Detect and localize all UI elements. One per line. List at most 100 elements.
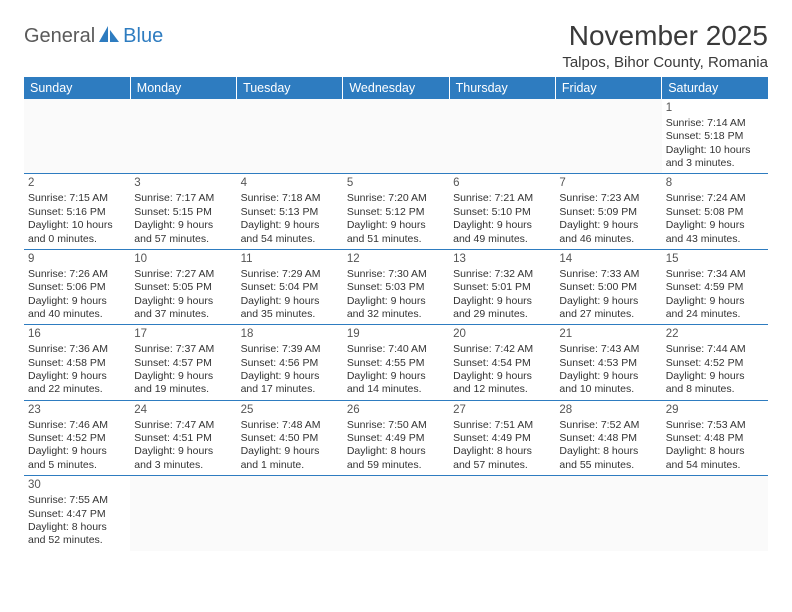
cell-line-sunset: Sunset: 5:09 PM xyxy=(559,206,657,219)
cell-line-sunset: Sunset: 4:57 PM xyxy=(134,357,232,370)
cell-line-sunrise: Sunrise: 7:17 AM xyxy=(134,192,232,205)
calendar-cell: 2Sunrise: 7:15 AMSunset: 5:16 PMDaylight… xyxy=(24,174,130,249)
cell-line-d2: and 3 minutes. xyxy=(666,157,764,170)
calendar-cell xyxy=(449,99,555,174)
cell-line-sunset: Sunset: 4:52 PM xyxy=(28,432,126,445)
cell-line-d1: Daylight: 9 hours xyxy=(347,370,445,383)
cell-line-sunrise: Sunrise: 7:30 AM xyxy=(347,268,445,281)
calendar-row: 16Sunrise: 7:36 AMSunset: 4:58 PMDayligh… xyxy=(24,325,768,400)
calendar-cell: 6Sunrise: 7:21 AMSunset: 5:10 PMDaylight… xyxy=(449,174,555,249)
cell-line-sunrise: Sunrise: 7:37 AM xyxy=(134,343,232,356)
day-number: 20 xyxy=(453,327,551,342)
cell-line-d1: Daylight: 9 hours xyxy=(134,445,232,458)
day-number: 19 xyxy=(347,327,445,342)
cell-line-sunset: Sunset: 5:06 PM xyxy=(28,281,126,294)
cell-line-d1: Daylight: 8 hours xyxy=(347,445,445,458)
calendar-cell xyxy=(130,476,236,551)
calendar-cell: 29Sunrise: 7:53 AMSunset: 4:48 PMDayligh… xyxy=(662,400,768,475)
calendar-cell: 10Sunrise: 7:27 AMSunset: 5:05 PMDayligh… xyxy=(130,249,236,324)
calendar-cell: 23Sunrise: 7:46 AMSunset: 4:52 PMDayligh… xyxy=(24,400,130,475)
day-number: 14 xyxy=(559,252,657,267)
calendar-table: SundayMondayTuesdayWednesdayThursdayFrid… xyxy=(24,77,768,551)
calendar-cell: 19Sunrise: 7:40 AMSunset: 4:55 PMDayligh… xyxy=(343,325,449,400)
cell-line-sunset: Sunset: 5:04 PM xyxy=(241,281,339,294)
cell-line-d1: Daylight: 9 hours xyxy=(347,295,445,308)
cell-line-d1: Daylight: 9 hours xyxy=(559,219,657,232)
cell-line-d2: and 43 minutes. xyxy=(666,233,764,246)
calendar-cell xyxy=(449,476,555,551)
cell-line-d1: Daylight: 10 hours xyxy=(28,219,126,232)
calendar-cell xyxy=(555,476,661,551)
calendar-row: 1Sunrise: 7:14 AMSunset: 5:18 PMDaylight… xyxy=(24,99,768,174)
cell-line-d1: Daylight: 9 hours xyxy=(559,295,657,308)
calendar-cell: 21Sunrise: 7:43 AMSunset: 4:53 PMDayligh… xyxy=(555,325,661,400)
cell-line-sunrise: Sunrise: 7:21 AM xyxy=(453,192,551,205)
day-number: 9 xyxy=(28,252,126,267)
cell-line-d1: Daylight: 8 hours xyxy=(453,445,551,458)
cell-line-d2: and 32 minutes. xyxy=(347,308,445,321)
cell-line-sunrise: Sunrise: 7:29 AM xyxy=(241,268,339,281)
day-number: 6 xyxy=(453,176,551,191)
cell-line-d1: Daylight: 9 hours xyxy=(666,219,764,232)
cell-line-d2: and 3 minutes. xyxy=(134,459,232,472)
calendar-body: 1Sunrise: 7:14 AMSunset: 5:18 PMDaylight… xyxy=(24,99,768,551)
cell-line-sunset: Sunset: 4:52 PM xyxy=(666,357,764,370)
cell-line-d1: Daylight: 9 hours xyxy=(28,445,126,458)
cell-line-d1: Daylight: 9 hours xyxy=(241,219,339,232)
cell-line-sunrise: Sunrise: 7:24 AM xyxy=(666,192,764,205)
day-number: 12 xyxy=(347,252,445,267)
day-number: 26 xyxy=(347,403,445,418)
cell-line-sunset: Sunset: 5:13 PM xyxy=(241,206,339,219)
cell-line-d1: Daylight: 10 hours xyxy=(666,144,764,157)
cell-line-d2: and 24 minutes. xyxy=(666,308,764,321)
cell-line-d1: Daylight: 9 hours xyxy=(453,295,551,308)
logo-text-blue: Blue xyxy=(123,25,163,48)
calendar-cell: 4Sunrise: 7:18 AMSunset: 5:13 PMDaylight… xyxy=(237,174,343,249)
cell-line-d2: and 0 minutes. xyxy=(28,233,126,246)
cell-line-sunrise: Sunrise: 7:43 AM xyxy=(559,343,657,356)
day-number: 24 xyxy=(134,403,232,418)
cell-line-sunset: Sunset: 4:49 PM xyxy=(347,432,445,445)
cell-line-d1: Daylight: 9 hours xyxy=(347,219,445,232)
cell-line-d2: and 10 minutes. xyxy=(559,383,657,396)
cell-line-d1: Daylight: 9 hours xyxy=(453,219,551,232)
cell-line-sunrise: Sunrise: 7:33 AM xyxy=(559,268,657,281)
day-number: 13 xyxy=(453,252,551,267)
cell-line-d2: and 54 minutes. xyxy=(666,459,764,472)
cell-line-d2: and 55 minutes. xyxy=(559,459,657,472)
calendar-cell: 7Sunrise: 7:23 AMSunset: 5:09 PMDaylight… xyxy=(555,174,661,249)
cell-line-d2: and 27 minutes. xyxy=(559,308,657,321)
logo: General Blue xyxy=(24,24,163,49)
cell-line-sunset: Sunset: 5:03 PM xyxy=(347,281,445,294)
calendar-cell: 1Sunrise: 7:14 AMSunset: 5:18 PMDaylight… xyxy=(662,99,768,174)
cell-line-sunset: Sunset: 4:48 PM xyxy=(559,432,657,445)
cell-line-sunrise: Sunrise: 7:44 AM xyxy=(666,343,764,356)
location: Talpos, Bihor County, Romania xyxy=(562,54,768,71)
day-number: 16 xyxy=(28,327,126,342)
cell-line-d1: Daylight: 9 hours xyxy=(241,295,339,308)
cell-line-d1: Daylight: 9 hours xyxy=(666,295,764,308)
cell-line-sunrise: Sunrise: 7:34 AM xyxy=(666,268,764,281)
day-header: Friday xyxy=(555,77,661,99)
calendar-cell: 24Sunrise: 7:47 AMSunset: 4:51 PMDayligh… xyxy=(130,400,236,475)
cell-line-d2: and 52 minutes. xyxy=(28,534,126,547)
calendar-head: SundayMondayTuesdayWednesdayThursdayFrid… xyxy=(24,77,768,99)
cell-line-sunrise: Sunrise: 7:50 AM xyxy=(347,419,445,432)
cell-line-sunset: Sunset: 4:59 PM xyxy=(666,281,764,294)
calendar-cell xyxy=(343,99,449,174)
calendar-cell xyxy=(555,99,661,174)
cell-line-sunrise: Sunrise: 7:15 AM xyxy=(28,192,126,205)
day-number: 25 xyxy=(241,403,339,418)
cell-line-sunrise: Sunrise: 7:55 AM xyxy=(28,494,126,507)
cell-line-d2: and 29 minutes. xyxy=(453,308,551,321)
header: General Blue November 2025 Talpos, Bihor… xyxy=(24,20,768,71)
calendar-cell: 15Sunrise: 7:34 AMSunset: 4:59 PMDayligh… xyxy=(662,249,768,324)
cell-line-d2: and 57 minutes. xyxy=(134,233,232,246)
calendar-cell xyxy=(24,99,130,174)
cell-line-sunrise: Sunrise: 7:52 AM xyxy=(559,419,657,432)
day-number: 3 xyxy=(134,176,232,191)
calendar-cell: 26Sunrise: 7:50 AMSunset: 4:49 PMDayligh… xyxy=(343,400,449,475)
sails-icon xyxy=(99,24,121,49)
day-header: Sunday xyxy=(24,77,130,99)
cell-line-d1: Daylight: 9 hours xyxy=(28,295,126,308)
